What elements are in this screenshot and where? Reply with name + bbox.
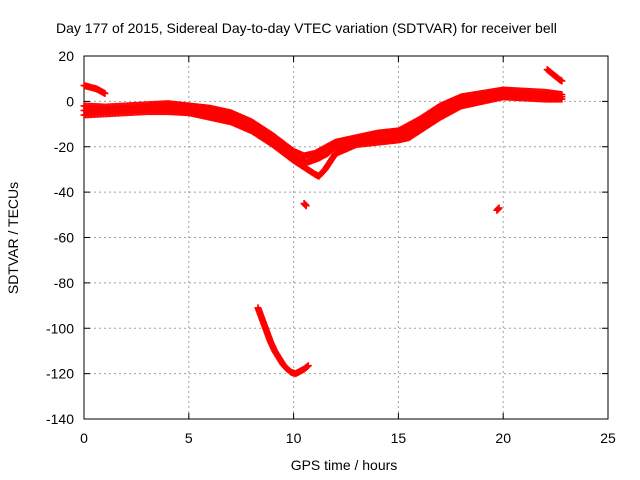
x-tick-label: 25 [600, 430, 616, 446]
y-tick-label: -60 [54, 230, 74, 246]
x-tick-label: 0 [80, 430, 88, 446]
outlier-b-point [495, 204, 503, 212]
y-tick-label: -140 [46, 411, 74, 427]
y-tick-label: -20 [54, 139, 74, 155]
deep-arc-point [304, 362, 312, 370]
data-points [80, 66, 566, 378]
chart-title: Day 177 of 2015, Sidereal Day-to-day VTE… [56, 20, 557, 36]
axis-ticks: 0 5 10 15 20 25 -140 -120 -100 -80 -60 -40 -20 0 20 [46, 48, 616, 446]
spread-high-point [558, 91, 566, 99]
y-tick-label: 0 [66, 93, 74, 109]
x-tick-label: 20 [495, 430, 511, 446]
x-tick-label: 5 [185, 430, 193, 446]
early-segment-point [101, 89, 109, 97]
deep-arc-point [303, 363, 311, 371]
x-tick-label: 10 [286, 430, 302, 446]
y-tick-label: -40 [54, 184, 74, 200]
y-tick-label: -120 [46, 366, 74, 382]
x-axis-label: GPS time / hours [291, 457, 398, 473]
x-tick-label: 15 [391, 430, 407, 446]
y-tick-label: 20 [58, 48, 74, 64]
y-tick-label: -100 [46, 320, 74, 336]
y-tick-label: -80 [54, 275, 74, 291]
outlier-a-point [302, 202, 310, 210]
y-axis-label: SDTVAR / TECUs [5, 182, 21, 294]
late-segment-point [558, 77, 566, 85]
